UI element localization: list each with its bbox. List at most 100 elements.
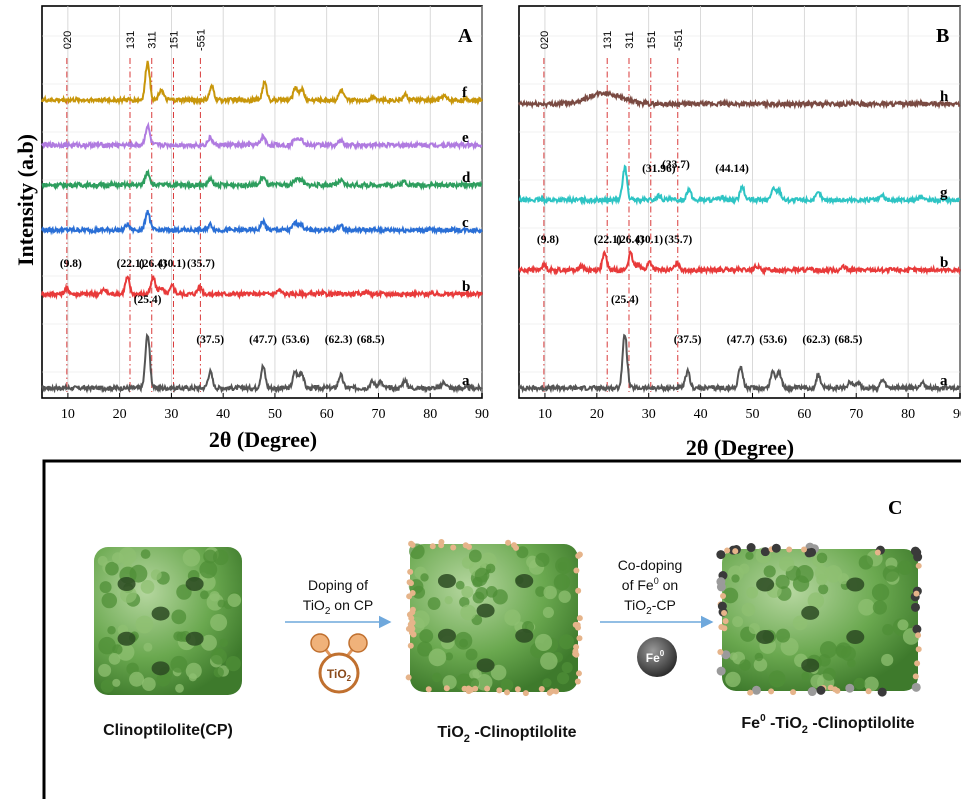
tio2-particle [466,543,473,550]
zeolite-pore [437,574,456,588]
zeolite-nodule [753,657,768,672]
tio2-particle [721,625,728,632]
zeolite-nodule [882,565,900,582]
panel-a-reference-lines: 020 131 311 151 -551 [62,29,207,392]
peak-annotation: (47.7) [727,334,755,346]
zeolite-nodule [170,655,188,673]
reference-line-label: 020 [62,31,74,49]
clinoptilolite-structure [94,546,242,695]
zeolite-pore [117,631,136,646]
tio2-particle [721,610,728,617]
panel-a-chart: 020 131 311 151 -551 a b c d e f (25.4) (37.5) (47.… [13,5,489,452]
x-tick-label: 50 [745,407,759,422]
zeolite-nodule [819,641,837,659]
zeolite-nodule [897,560,913,576]
fe-particle [771,543,781,553]
x-tick-label: 80 [901,407,915,422]
zeolite-pore [185,631,204,646]
tio2-particle [522,690,529,697]
tio2-particle [461,685,468,692]
step2-text-line1: Co-doping [618,557,683,573]
panel-a-x-axis-title: 2θ (Degree) [209,427,317,452]
step1-text-line2: TiO2 on CP [303,597,373,617]
zeolite-nodule [209,591,220,602]
tio2-particle [790,689,797,696]
tio2-particle [438,539,445,546]
zeolite-nodule [561,662,573,674]
zeolite-nodule [156,672,171,687]
tio2-particle [538,685,545,692]
series-line-g [518,164,961,206]
zeolite-nodule [118,547,137,565]
zeolite-nodule [795,565,814,583]
peak-annotation: (22.1) [594,234,622,246]
zeolite-nodule [534,633,553,652]
tio2-clinoptilolite-structure [405,539,583,697]
zeolite-nodule [412,610,430,629]
series-line-c [41,209,483,236]
step1-text-line1: Doping of [308,577,368,593]
zeolite-nodule [199,560,218,579]
zeolite-nodule [98,636,116,655]
tio2-particle [409,625,416,632]
zeolite-pore [476,603,495,618]
peak-annotation: (37.5) [196,334,224,346]
step2-text-line2: of Fe0 on [622,576,678,593]
panel-c-frame [42,459,961,799]
panel-b-reference-lines: 020 131 311 151 -551 [539,29,685,392]
reference-line-label: 311 [147,31,159,49]
panel-b-annotations: (25.4) (37.5) (47.7) (53.6) (62.3) (68.5) (9.8… [537,159,863,346]
zeolite-nodule [210,613,228,631]
tio2-particle [574,678,581,685]
panel-a-series: a b c d e f [41,60,483,394]
reference-line-label: 020 [539,31,551,49]
zeolite-nodule [454,631,473,650]
panel-a-x-ticks: 10 20 30 40 50 60 70 80 90 [61,393,489,422]
tio2-particle [874,549,881,556]
tio2-particle [496,687,503,694]
series-line-b [518,249,961,277]
panel-c-schematic: C Doping of TiO2 on CP [42,459,961,799]
tio2-particle [514,686,521,693]
zeolite-nodule [871,583,890,602]
zeolite-pore [515,628,534,643]
fe-particle [910,546,920,556]
tio2-particle [409,541,416,548]
peak-annotation: (68.5) [835,334,863,346]
x-tick-label: 90 [953,407,961,422]
tio2-particle [511,542,518,549]
zeolite-nodule [858,598,875,616]
series-line-f [41,60,483,106]
x-tick-label: 90 [475,407,489,422]
x-tick-label: 60 [797,407,811,422]
reference-line-label: 131 [125,31,137,49]
zeolite-nodule [461,585,474,599]
peak-annotation: (22.1) [117,258,145,270]
zeolite-nodule [212,549,229,566]
stage3-label: Fe0 -TiO2 -Clinoptilolite [741,713,914,736]
tio2-particle [504,689,511,696]
x-tick-label: 70 [371,407,385,422]
x-tick-label: 80 [423,407,437,422]
zeolite-nodule [417,641,433,657]
panel-b-series: a b g h [518,89,961,395]
zeolite-nodule [535,552,550,567]
zeolite-nodule [822,667,836,681]
tio2-particle [405,674,412,681]
tio2-particle [724,547,731,554]
zeolite-nodule [816,552,828,564]
peak-annotation: (26.4) [139,258,167,270]
zeolite-nodule [801,671,810,681]
tio2-particle [576,635,583,642]
fe-particle [716,577,726,587]
tio2-particle [720,592,727,599]
zeolite-nodule [150,569,162,581]
panel-b-chart: 020 131 311 151 -551 a b g h (25.4) (37.5) (47.7)… [518,5,961,460]
zeolite-nodule [419,629,434,643]
series-label-a: a [940,373,948,389]
zeolite-nodule [722,587,739,604]
tio2-particle [484,685,491,692]
fe-particle [746,543,756,553]
zeolite-pore [756,577,775,592]
zeolite-pore [846,630,865,645]
